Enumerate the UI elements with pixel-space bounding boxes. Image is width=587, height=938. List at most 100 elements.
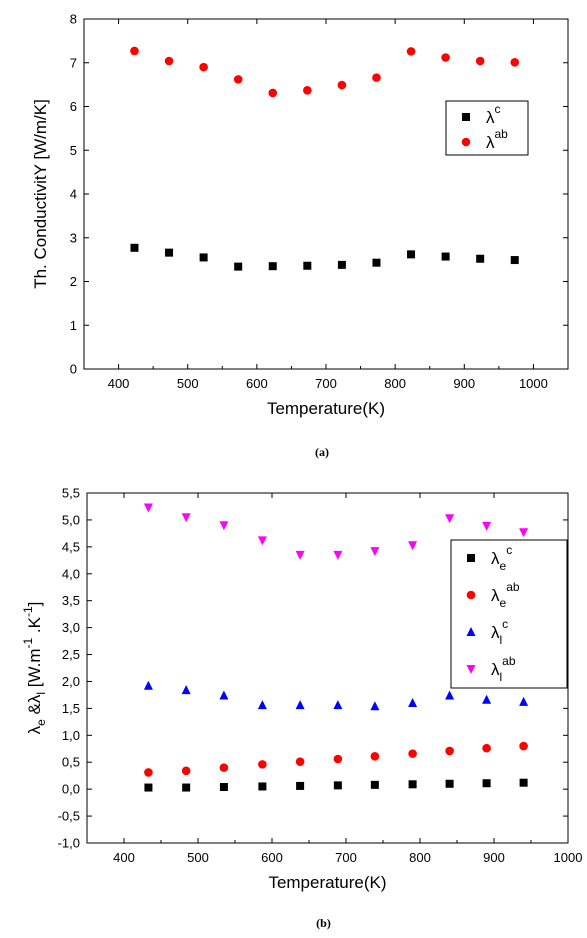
x-tick-label: 400 (113, 850, 135, 865)
y-tick-label: 5 (70, 143, 77, 158)
chart-a-y-axis-label: Th. ConductivitY [W/m/K] (31, 99, 50, 289)
y-tick-label: 2,5 (62, 647, 80, 662)
legend-marker-series-4 (466, 665, 476, 674)
data-point-series-1 (372, 258, 381, 267)
data-point-series-2 (445, 746, 454, 756)
data-point-series-4 (333, 550, 343, 560)
x-tick-label: 700 (315, 376, 337, 391)
chart-b-y-axis-label: λe &λl [W.m-1 .K-1] (21, 602, 48, 735)
x-tick-label: 1000 (519, 376, 548, 391)
chart-b-points (143, 503, 529, 792)
data-point-series-1 (482, 779, 491, 788)
data-point-series-2 (258, 760, 267, 769)
y-tick-label: 5,5 (62, 486, 80, 501)
data-point-series-4 (295, 550, 305, 560)
legend-label-series-1: λec (491, 543, 512, 573)
x-tick-label: 700 (335, 850, 357, 865)
data-point-series-3 (408, 698, 418, 707)
data-point-series-2 (406, 47, 416, 56)
data-point-series-1 (337, 260, 346, 269)
data-point-series-2 (303, 86, 312, 95)
data-point-series-2 (408, 749, 417, 758)
legend-box (445, 100, 529, 156)
data-point-series-2 (333, 754, 343, 764)
data-point-series-2 (482, 743, 491, 753)
data-point-series-2 (130, 46, 139, 56)
legend-box (450, 539, 568, 689)
data-point-series-2 (372, 73, 381, 82)
chart-a-x-axis: 400 500 600 700 800 900 1000 (108, 19, 548, 391)
chart-a-caption: (a) (315, 445, 329, 459)
data-point-series-1 (445, 779, 454, 788)
data-point-series-4 (181, 513, 191, 523)
data-point-series-2 (441, 53, 450, 62)
legend-marker-series-1 (462, 113, 470, 121)
y-tick-label: 3 (70, 230, 77, 245)
data-point-series-4 (408, 541, 418, 551)
chart-b-y-axis: -1,0 -0,5 0,0 0,5 1,0 1,5 2,0 2,5 3,0 3,5 4,0 4,5 5,… (58, 486, 568, 851)
chart-b-x-axis-label: Temperature(K) (268, 873, 386, 892)
x-tick-label: 900 (483, 850, 505, 865)
legend-marker-series-2 (466, 590, 476, 600)
data-point-series-1 (476, 254, 485, 263)
y-tick-label: 8 (70, 12, 77, 27)
data-point-series-2 (295, 757, 305, 766)
chart-b-plot-frame (86, 492, 569, 844)
y-tick-label: 1,0 (62, 728, 80, 743)
chart-a-y-axis: 0 1 2 3 4 5 6 7 8 (70, 12, 568, 377)
x-tick-label: 600 (246, 376, 268, 391)
chart-b-x-axis: 400 500 600 700 800 900 1000 (113, 493, 582, 865)
x-tick-label: 800 (384, 376, 406, 391)
data-point-series-1 (333, 781, 342, 790)
y-tick-label: 2,0 (62, 674, 80, 689)
data-point-series-4 (519, 528, 529, 538)
y-tick-label: 4,0 (62, 566, 80, 581)
data-point-series-3 (445, 690, 455, 700)
data-point-series-1 (407, 250, 416, 259)
legend-label-series-1: λc (486, 102, 501, 127)
x-tick-label: 500 (187, 850, 209, 865)
data-point-series-3 (257, 700, 267, 710)
data-point-series-4 (445, 514, 455, 524)
data-point-series-2 (144, 768, 153, 777)
data-point-series-1 (519, 778, 528, 787)
data-point-series-2 (519, 741, 528, 751)
x-tick-label: 1000 (554, 850, 583, 865)
y-tick-label: 3,0 (62, 620, 80, 635)
data-point-series-4 (143, 503, 153, 513)
legend-label-series-2: λab (486, 127, 508, 152)
y-tick-label: -0,5 (58, 809, 80, 824)
data-point-series-1 (219, 783, 228, 791)
data-point-series-1 (370, 780, 379, 789)
chart-a-points (130, 46, 520, 271)
y-tick-label: 0,0 (62, 782, 80, 797)
x-tick-label: 600 (261, 850, 283, 865)
data-point-series-1 (234, 262, 243, 271)
data-point-series-2 (510, 58, 520, 67)
y-tick-label: 0 (70, 362, 77, 377)
data-point-series-2 (233, 75, 243, 84)
data-point-series-2 (164, 56, 174, 66)
chart-b-caption: (b) (316, 916, 331, 930)
x-tick-label: 500 (177, 376, 199, 391)
data-point-series-1 (296, 781, 305, 790)
data-point-series-1 (268, 262, 277, 271)
data-point-series-1 (408, 780, 417, 789)
y-tick-label: -1,0 (58, 836, 80, 851)
y-tick-label: 0,5 (62, 755, 80, 770)
data-point-series-2 (337, 80, 347, 90)
data-point-series-1 (441, 252, 450, 261)
data-point-series-2 (219, 763, 229, 772)
legend-marker-series-2 (461, 137, 471, 147)
x-tick-label: 800 (409, 850, 431, 865)
data-point-series-2 (475, 56, 485, 66)
legend-marker-series-1 (467, 554, 475, 562)
data-point-series-1 (182, 783, 191, 792)
data-point-series-4 (219, 521, 229, 531)
y-tick-label: 2 (70, 274, 77, 289)
data-point-series-3 (519, 696, 529, 706)
data-point-series-3 (219, 690, 229, 700)
chart-b-legend: λec λeab λlc λlab (450, 539, 568, 689)
